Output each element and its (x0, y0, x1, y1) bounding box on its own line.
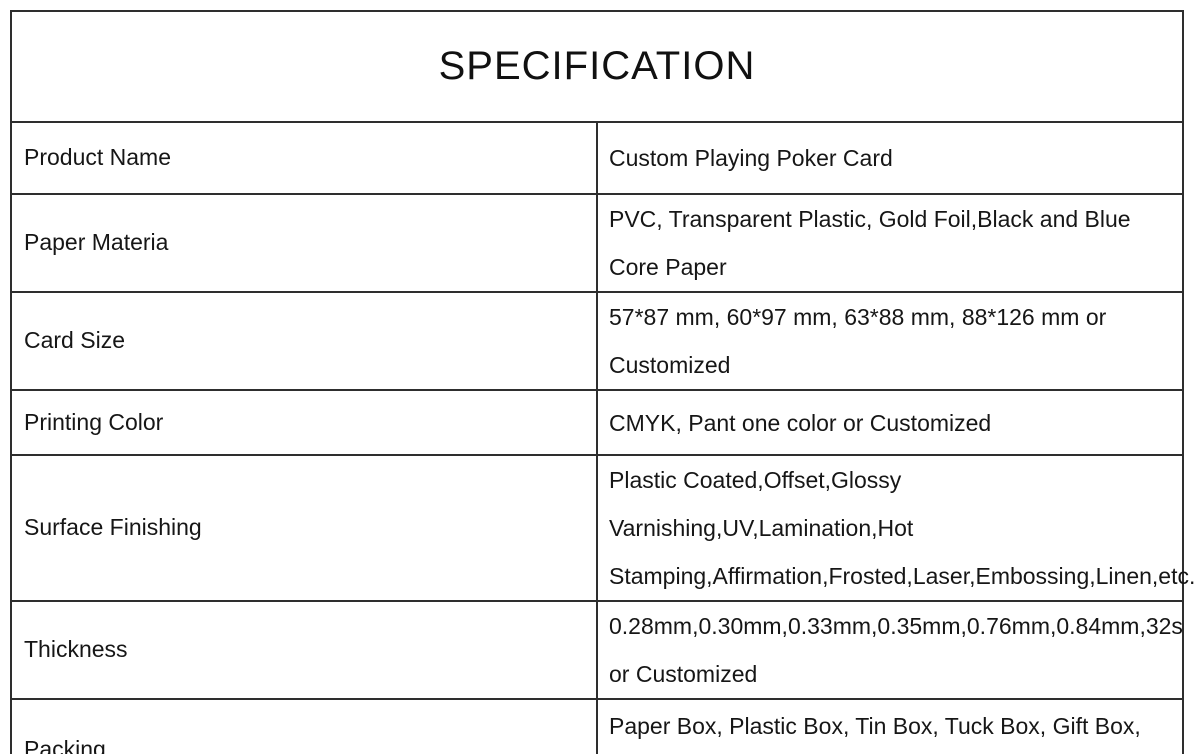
row-label-thickness: Thickness (10, 600, 598, 700)
row-label-printing-color: Printing Color (10, 389, 598, 456)
table-row: Paper Materia PVC, Transparent Plastic, … (10, 193, 1184, 293)
table-row: Thickness 0.28mm,0.30mm,0.33mm,0.35mm,0.… (10, 600, 1184, 700)
row-label-packing: Packing (10, 698, 598, 754)
row-value-printing-color: CMYK, Pant one color or Customized (596, 389, 1184, 456)
table-row: Packing Paper Box, Plastic Box, Tin Box,… (10, 698, 1184, 754)
row-value-surface-finishing: Plastic Coated,Offset,Glossy Varnishing,… (596, 454, 1195, 602)
row-label-surface-finishing: Surface Finishing (10, 454, 598, 602)
table-title-row: SPECIFICATION (10, 10, 1184, 123)
row-value-product-name: Custom Playing Poker Card (596, 121, 1184, 195)
table-row: Printing Color CMYK, Pant one color or C… (10, 389, 1184, 456)
specification-table: SPECIFICATION Product Name Custom Playin… (10, 10, 1195, 754)
row-label-card-size: Card Size (10, 291, 598, 391)
row-value-paper-materia: PVC, Transparent Plastic, Gold Foil,Blac… (596, 193, 1184, 293)
row-label-paper-materia: Paper Materia (10, 193, 598, 293)
table-row: Product Name Custom Playing Poker Card (10, 121, 1184, 195)
table-title: SPECIFICATION (10, 10, 1184, 123)
table-row: Card Size 57*87 mm, 60*97 mm, 63*88 mm, … (10, 291, 1184, 391)
table-row: Surface Finishing Plastic Coated,Offset,… (10, 454, 1195, 602)
row-value-thickness: 0.28mm,0.30mm,0.33mm,0.35mm,0.76mm,0.84m… (596, 600, 1184, 700)
row-value-card-size: 57*87 mm, 60*97 mm, 63*88 mm, 88*126 mm … (596, 291, 1184, 391)
row-label-product-name: Product Name (10, 121, 598, 195)
row-value-packing: Paper Box, Plastic Box, Tin Box, Tuck Bo… (596, 698, 1184, 754)
